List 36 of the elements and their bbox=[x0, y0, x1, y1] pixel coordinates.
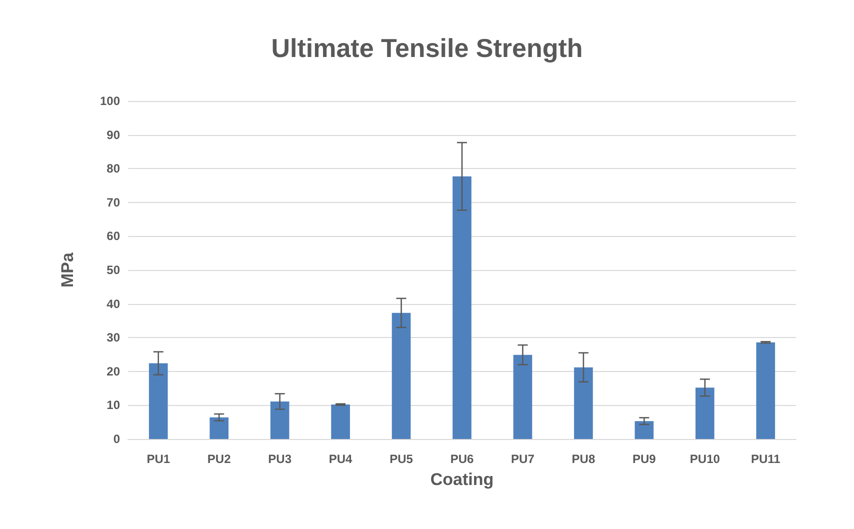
x-tick-label: PU6 bbox=[450, 452, 474, 466]
chart-title: Ultimate Tensile Strength bbox=[271, 33, 583, 63]
x-tick-label: PU4 bbox=[328, 452, 353, 466]
y-tick-label: 70 bbox=[106, 195, 120, 210]
bar bbox=[695, 388, 714, 439]
x-axis-title: Coating bbox=[430, 470, 494, 489]
bar bbox=[392, 312, 411, 439]
y-tick-label: 40 bbox=[106, 296, 120, 311]
x-tick-label: PU3 bbox=[268, 452, 292, 466]
bar bbox=[148, 363, 168, 439]
x-tick-label: PU2 bbox=[207, 452, 232, 466]
y-tick-label: 10 bbox=[106, 398, 120, 412]
x-tick-label: PU11 bbox=[750, 452, 781, 466]
bar bbox=[331, 404, 350, 439]
y-tick-label: 0 bbox=[113, 432, 120, 446]
y-tick-label: 50 bbox=[106, 263, 120, 277]
x-tick-label: PU1 bbox=[146, 452, 170, 466]
y-tick-label: 20 bbox=[106, 364, 120, 378]
x-tick-label: PU5 bbox=[390, 452, 414, 466]
bar bbox=[452, 176, 472, 439]
bar bbox=[513, 354, 532, 439]
y-tick-label: 80 bbox=[106, 162, 120, 176]
x-tick-label: PU10 bbox=[690, 452, 720, 466]
bar bbox=[210, 417, 229, 439]
y-tick-label: 90 bbox=[106, 128, 120, 142]
y-axis-title: MPa bbox=[58, 252, 77, 288]
y-tick-label: 30 bbox=[106, 330, 120, 345]
bar bbox=[574, 367, 593, 439]
x-tick-label: PU8 bbox=[572, 452, 596, 466]
bar bbox=[270, 401, 290, 439]
y-tick-label: 60 bbox=[106, 229, 120, 244]
bar bbox=[756, 342, 776, 439]
x-tick-label: PU9 bbox=[632, 452, 656, 466]
y-tick-label: 100 bbox=[100, 94, 120, 108]
bar bbox=[634, 421, 654, 439]
x-tick-label: PU7 bbox=[511, 452, 535, 466]
